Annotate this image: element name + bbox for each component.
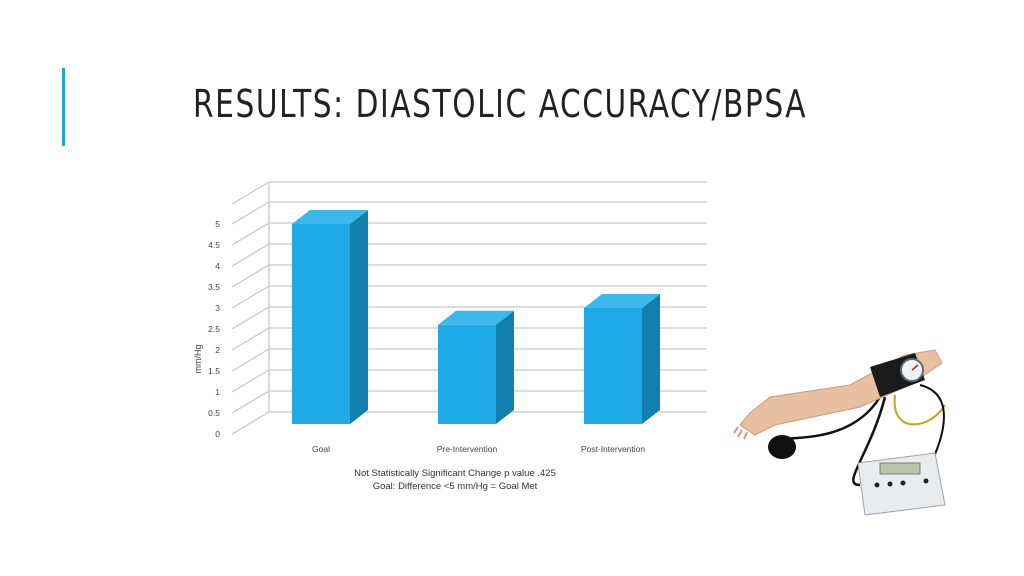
bar <box>292 224 350 424</box>
gridline-side <box>231 285 270 309</box>
y-tick-label: 1 <box>215 387 220 397</box>
x-category-label: Pre-Intervention <box>437 444 498 454</box>
gridline-side <box>231 390 270 414</box>
title-accent-bar <box>62 68 65 146</box>
bar-side <box>642 294 660 424</box>
gridline-side <box>231 222 270 246</box>
gridline-side <box>231 327 270 351</box>
x-category-label: Goal <box>312 444 330 454</box>
y-tick-label: 5 <box>215 219 220 229</box>
y-tick-label: 3 <box>215 303 220 313</box>
bar-chart-svg: 0 0.5 1 1.5 2 2.5 3 3.5 4 4.5 5 mm/Hg Goal Pre-Interv… <box>193 181 707 454</box>
goal-note: Goal: Difference <5 mm/Hg = Goal Met <box>372 481 538 492</box>
bar-side <box>496 310 514 424</box>
gridline-side <box>231 306 270 330</box>
gridline-side <box>231 369 270 393</box>
gridline-side <box>231 411 270 435</box>
significance-note: Not Statistically Significant Change p v… <box>354 468 556 479</box>
slide-title: RESULTS: DIASTOLIC ACCURACY/BPSA <box>193 82 808 126</box>
y-tick-label: 4.5 <box>208 240 220 250</box>
bar-top <box>292 210 368 224</box>
y-axis-label: mm/Hg <box>193 345 203 374</box>
diastolic-accuracy-chart: 0 0.5 1 1.5 2 2.5 3 3.5 4 4.5 5 mm/Hg Goal Pre-Interv… <box>175 180 720 510</box>
y-tick-label: 3.5 <box>208 282 220 292</box>
gridline-side <box>231 201 270 225</box>
gridline-side-top <box>231 181 270 205</box>
bar <box>584 308 642 424</box>
bar-top <box>584 294 660 308</box>
bar-top <box>438 310 514 325</box>
y-tick-label: 1.5 <box>208 366 220 376</box>
x-category-label: Post-Intervention <box>581 444 646 454</box>
y-tick-label: 0.5 <box>208 408 220 418</box>
bp-arm-trainer-image <box>730 335 955 520</box>
y-tick-label: 2 <box>215 345 220 355</box>
y-tick-label: 2.5 <box>208 324 220 334</box>
gridline-side <box>231 348 270 372</box>
gridline-side <box>231 264 270 288</box>
bar <box>438 324 496 424</box>
bar-side <box>350 210 368 424</box>
y-tick-label: 0 <box>215 429 220 439</box>
y-tick-label: 4 <box>215 261 220 271</box>
gridline-side <box>231 243 270 267</box>
